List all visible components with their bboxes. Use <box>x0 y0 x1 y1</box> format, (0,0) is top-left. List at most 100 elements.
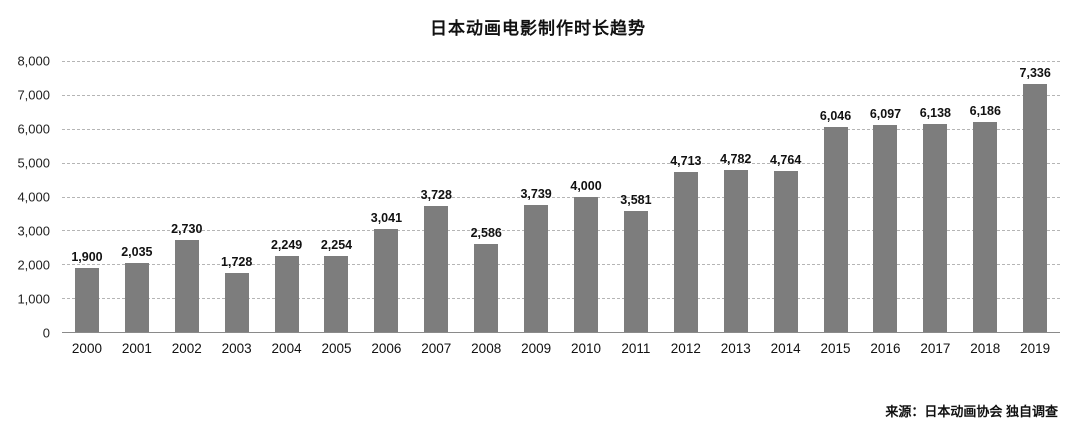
bar <box>524 205 549 332</box>
x-tick-label: 2018 <box>970 341 1001 356</box>
x-tick-label: 2007 <box>421 341 452 356</box>
x-tick-label: 2000 <box>71 341 102 356</box>
x-tick-label: 2009 <box>521 341 552 356</box>
x-axis: 2000 2001 2002 2003 2004 2005 2006 2007 2008 2009… <box>62 341 1060 356</box>
bar-group: 6,097 <box>861 61 911 332</box>
bar-value-label: 1,728 <box>221 255 253 270</box>
gridline <box>62 196 1060 198</box>
y-tick-label: 0 <box>42 325 50 341</box>
source-note: 来源：日本动画协会 独自调查 <box>885 404 1058 419</box>
bar-group: 3,041 <box>361 61 411 332</box>
bar-group: 2,254 <box>312 61 362 332</box>
y-axis: 8,000 7,000 6,000 5,000 4,000 3,000 2,000 1,000… <box>10 54 56 341</box>
bar <box>324 255 349 332</box>
bar-group: 4,713 <box>661 61 711 332</box>
bar-group: 4,764 <box>761 61 811 332</box>
bar-group: 2,035 <box>112 61 162 332</box>
bar-group: 3,739 <box>511 61 561 332</box>
bar <box>274 255 299 332</box>
x-tick-label: 2019 <box>1020 341 1051 356</box>
x-tick-label: 2010 <box>570 341 602 356</box>
bar-value-label: 3,728 <box>420 187 452 202</box>
bar-group: 6,046 <box>811 61 861 332</box>
bar <box>873 125 898 332</box>
y-tick-label: 8,000 <box>17 53 50 69</box>
bar <box>673 172 698 332</box>
bar <box>474 244 499 332</box>
bar <box>374 229 399 332</box>
bar <box>424 205 449 332</box>
bar-group: 2,730 <box>162 61 212 332</box>
chart-title: 日本动画电影制作时长趋势 <box>430 19 646 38</box>
bar-value-label: 6,138 <box>919 106 951 121</box>
y-tick-label: 5,000 <box>17 155 50 171</box>
bar-value-label: 3,739 <box>520 187 552 202</box>
gridline <box>62 162 1060 164</box>
x-tick-label: 2015 <box>820 341 851 356</box>
bar-value-label: 2,249 <box>270 237 303 252</box>
bar-value-label: 1,900 <box>71 249 103 264</box>
bar-value-label: 4,000 <box>570 178 602 193</box>
bar-value-label: 6,097 <box>869 107 902 122</box>
bar <box>923 124 948 332</box>
bar <box>773 170 798 332</box>
bar-value-label: 4,782 <box>720 152 752 167</box>
bar-group: 1,900 <box>62 61 112 332</box>
bar-group: 6,186 <box>960 61 1010 332</box>
bar-group: 2,249 <box>262 61 312 332</box>
y-tick-label: 6,000 <box>17 121 50 137</box>
bar <box>1023 83 1048 332</box>
bar-group: 7,336 <box>1010 61 1060 332</box>
bar <box>174 239 199 332</box>
chart-area: 8,000 7,000 6,000 5,000 4,000 3,000 2,000 1,000… <box>17 54 1060 341</box>
y-tick-label: 2,000 <box>17 257 50 273</box>
bar-group: 4,782 <box>711 61 761 332</box>
y-tick-label: 3,000 <box>17 223 50 239</box>
x-tick-label: 2006 <box>371 341 402 356</box>
bar <box>124 263 149 332</box>
bar-value-label: 4,713 <box>670 154 702 169</box>
gridline <box>62 128 1060 130</box>
bar-series: 1,900 2,035 2,730 1,728 2,249 2,254 3,041 3,728… <box>62 61 1060 332</box>
gridline <box>62 298 1060 300</box>
x-tick-label: 2013 <box>720 341 751 356</box>
y-tick-label: 7,000 <box>17 87 50 103</box>
x-tick-label: 2016 <box>870 341 901 356</box>
bar <box>723 170 748 332</box>
x-tick-label: 2014 <box>770 341 801 356</box>
x-tick-label: 2008 <box>471 341 502 356</box>
bar-group: 2,586 <box>461 61 511 332</box>
gridline <box>62 61 1060 62</box>
bar-value-label: 2,035 <box>121 245 153 260</box>
bar-group: 4,000 <box>561 61 611 332</box>
x-tick-label: 2001 <box>121 341 152 356</box>
bar-value-label: 3,581 <box>620 192 652 207</box>
bar <box>823 127 848 332</box>
bar-group: 1,728 <box>212 61 262 332</box>
bar-value-label: 4,764 <box>770 152 802 167</box>
bar-value-label: 7,336 <box>1019 65 1051 80</box>
bar <box>574 196 599 332</box>
bar-value-label: 6,046 <box>819 109 852 124</box>
bar-value-label: 2,254 <box>320 237 353 252</box>
x-tick-label: 2011 <box>621 341 651 356</box>
bar-group: 3,728 <box>411 61 461 332</box>
bar-value-label: 2,730 <box>171 221 203 236</box>
bar-value-label: 2,586 <box>470 226 502 241</box>
x-tick-label: 2002 <box>171 341 202 356</box>
bar <box>623 210 648 332</box>
bar <box>973 122 998 332</box>
bar-value-label: 6,186 <box>969 104 1001 119</box>
x-tick-label: 2017 <box>920 341 951 356</box>
gridline <box>62 230 1060 232</box>
x-tick-label: 2012 <box>670 341 701 356</box>
bar-value-label: 3,041 <box>370 211 403 225</box>
bar <box>224 273 249 332</box>
y-tick-label: 1,000 <box>17 291 50 307</box>
plot-area: 1,900 2,035 2,730 1,728 2,249 2,254 3,041 3,728… <box>62 61 1060 333</box>
x-tick-label: 2005 <box>321 341 352 356</box>
gridline <box>62 94 1060 96</box>
x-tick-label: 2003 <box>221 341 252 356</box>
gridline <box>62 264 1060 266</box>
